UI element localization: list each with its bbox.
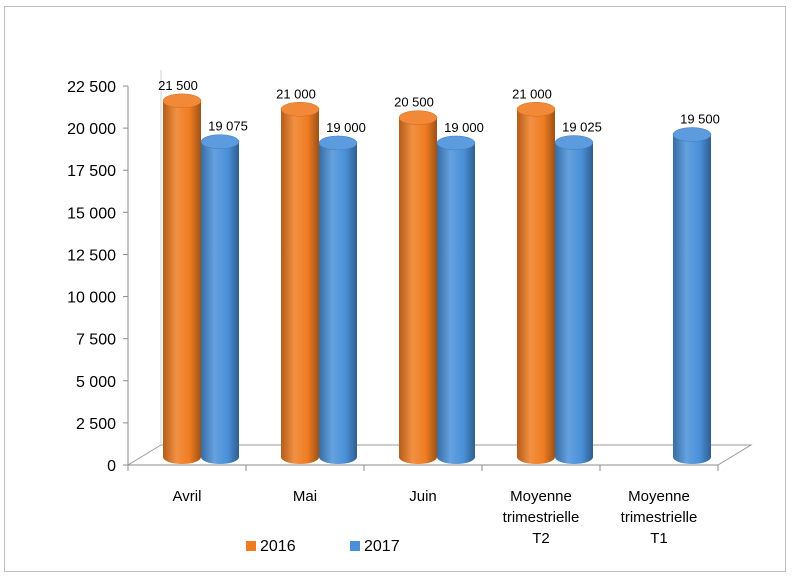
y-tick-label: 22 500: [67, 79, 116, 96]
bar-body: [555, 142, 593, 465]
data-label: 21 000: [276, 86, 316, 101]
bar-body: [201, 141, 239, 465]
data-label: 19 000: [444, 120, 484, 135]
bar-top: [554, 135, 594, 150]
data-label: 21 000: [512, 86, 552, 101]
bar-body: [281, 109, 319, 465]
y-tick-label: 15 000: [67, 205, 116, 222]
bar-2017-5: [672, 127, 712, 465]
bar-top: [672, 127, 712, 142]
bar-body: [319, 142, 357, 464]
bar-2016-3: [398, 110, 438, 464]
x-category-label: Moyenne: [628, 488, 690, 505]
bar-top: [318, 135, 358, 151]
data-label: 19 000: [326, 120, 366, 135]
bar-2016-4: [516, 102, 556, 465]
x-category-label: trimestrielle: [503, 509, 580, 526]
data-label: 21 500: [158, 78, 198, 93]
bar-2017-3: [436, 135, 476, 464]
bar-top: [436, 135, 476, 151]
y-tick-label: 7 500: [76, 332, 116, 349]
bar-2016-2: [280, 102, 320, 465]
legend-swatch: [246, 541, 256, 551]
data-label: 19 075: [208, 119, 248, 134]
x-category-label: Moyenne: [510, 488, 572, 505]
data-label: 19 025: [562, 120, 602, 135]
x-category-label: T2: [532, 530, 550, 547]
x-category-label: T1: [650, 530, 668, 547]
bar-top: [516, 102, 556, 117]
data-label: 19 500: [680, 112, 720, 127]
bar-2017-2: [318, 135, 358, 464]
bar-body: [163, 100, 201, 464]
y-tick-label: 5 000: [76, 374, 116, 391]
bar-top: [162, 93, 202, 109]
bar-body: [437, 142, 475, 464]
bar-body: [517, 109, 555, 465]
legend-item-2017: 2017: [350, 538, 400, 555]
y-tick-label: 2 500: [76, 416, 116, 433]
bar-body: [673, 134, 711, 465]
x-category-label: Avril: [173, 488, 202, 505]
bar-top: [280, 102, 320, 117]
y-tick-label: 10 000: [67, 290, 116, 307]
y-tick-label: 0: [107, 458, 116, 475]
y-tick-label: 12 500: [67, 247, 116, 264]
y-tick-label: 20 000: [67, 121, 116, 138]
bar-top: [200, 134, 240, 149]
x-category-label: trimestrielle: [621, 509, 698, 526]
bar-body: [399, 117, 437, 464]
legend-label: 2017: [364, 538, 400, 555]
bar-2016-1: [162, 93, 202, 464]
y-tick-label: 17 500: [67, 163, 116, 180]
legend-swatch: [350, 541, 360, 551]
x-category-label: Juin: [409, 488, 437, 505]
x-category-label: Mai: [293, 488, 317, 505]
bar-top: [398, 110, 438, 125]
data-label: 20 500: [394, 95, 434, 110]
chart-frame: [4, 6, 786, 572]
legend-item-2016: 2016: [246, 538, 296, 555]
legend-label: 2016: [260, 538, 296, 555]
bar-2017-4: [554, 135, 594, 465]
bar-2017-1: [200, 134, 240, 465]
